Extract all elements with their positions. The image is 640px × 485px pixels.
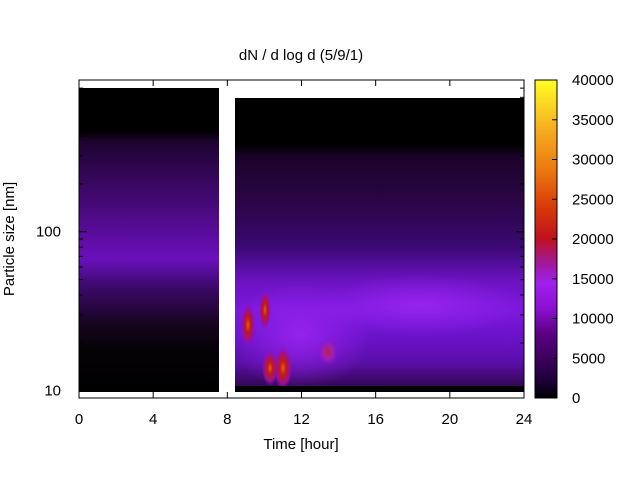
heatmap-hotspot-4 [274,346,292,390]
x-axis: 0 4 8 12 16 20 24 [75,80,533,428]
heatmap-bottom-band-left [79,380,219,392]
heatmap-hotspot-2 [259,290,271,330]
y-axis: 100 10 [36,87,524,400]
heatmap-plot-area [79,88,524,392]
heatmap-bottom-band [235,386,524,392]
colorbar-tick-label: 5000 [572,350,605,367]
x-tick-label: 8 [223,411,231,428]
colorbar-tick-label: 0 [572,390,580,407]
heatmap-hotspot-1 [241,303,255,347]
x-tick-label: 20 [441,411,458,428]
y-tick-label: 10 [44,383,61,400]
x-tick-label: 4 [149,411,157,428]
heatmap-hotspot-3 [262,350,278,386]
x-axis-label: Time [hour] [263,436,338,453]
x-tick-label: 12 [293,411,310,428]
colorbar-tick-label: 20000 [572,231,614,248]
colorbar-tick-label: 15000 [572,271,614,288]
chart-title: dN / d log d (5/9/1) [239,47,363,64]
y-tick-label: 100 [36,224,61,241]
colorbar-axis: 40000 35000 30000 25000 20000 15000 10000 5000 0 [552,72,614,407]
x-tick-label: 24 [516,411,533,428]
colorbar-tick-label: 10000 [572,311,614,328]
colorbar-tick-label: 30000 [572,152,614,169]
x-tick-label: 0 [75,411,83,428]
colorbar-tick-label: 35000 [572,112,614,129]
x-tick-label: 16 [367,411,384,428]
colorbar-tick-label: 25000 [572,191,614,208]
y-axis-label: Particle size [nm] [1,182,18,296]
heatmap-hotspot-5 [318,338,338,366]
colorbar-tick-label: 40000 [572,72,614,89]
heatmap-segment-left [79,88,219,392]
